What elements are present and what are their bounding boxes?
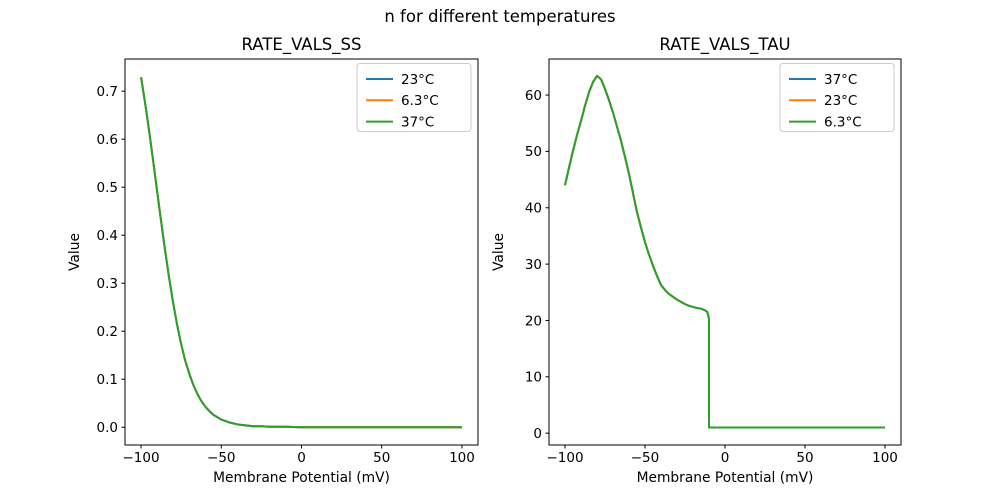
rate-vals-tau-x-tick-label: −50 bbox=[631, 450, 660, 466]
rate-vals-ss-x-tick-label: −50 bbox=[207, 450, 236, 466]
rate-vals-ss-y-tick-label: 0.5 bbox=[97, 180, 118, 196]
rate-vals-tau-legend-label: 23°C bbox=[824, 93, 857, 109]
rate-vals-tau-x-tick-label: 100 bbox=[872, 450, 898, 466]
rate-vals-tau-title: RATE_VALS_TAU bbox=[659, 35, 790, 55]
rate-vals-tau-line-6.3cc bbox=[564, 74, 885, 429]
rate-vals-tau-y-tick-label: 30 bbox=[525, 257, 542, 273]
rate-vals-ss-line-37cc bbox=[140, 77, 462, 429]
rate-vals-tau-y-tick-label: 40 bbox=[525, 201, 542, 217]
rate-vals-ss-y-tick-label: 0.3 bbox=[97, 276, 118, 292]
rate-vals-ss-legend-box bbox=[356, 63, 472, 132]
rate-vals-tau-legend: 37°C 23°C 6.3°C bbox=[779, 63, 895, 132]
rate-vals-tau-y-tick-label: 50 bbox=[525, 144, 542, 160]
rate-vals-ss-legend: 23°C 6.3°C 37°C bbox=[356, 63, 472, 132]
rate-vals-tau-xaxis-label: Membrane Potential (mV) bbox=[637, 470, 814, 486]
rate-vals-tau-legend-box bbox=[779, 63, 895, 132]
rate-vals-ss-y-tick-label: 0.6 bbox=[97, 132, 118, 148]
rate-vals-ss-legend-label: 6.3°C bbox=[401, 93, 439, 109]
rate-vals-ss-y-tick-label: 0.0 bbox=[97, 420, 118, 436]
rate-vals-tau-y-tick-label: 60 bbox=[525, 88, 542, 104]
rate-vals-ss-y-tick-label: 0.2 bbox=[97, 324, 118, 340]
rate-vals-tau-y-tick-label: 0 bbox=[533, 426, 542, 442]
rate-vals-ss-x-tick-label: 50 bbox=[373, 450, 390, 466]
rate-vals-tau-legend-label: 37°C bbox=[824, 72, 857, 88]
rate-vals-tau-yaxis-label: Value bbox=[491, 233, 507, 271]
rate-vals-ss-yaxis-label: Value bbox=[67, 233, 83, 271]
rate-vals-ss-y-tick-label: 0.4 bbox=[97, 228, 118, 244]
rate-vals-ss-y-tick-label: 0.1 bbox=[97, 372, 118, 388]
rate-vals-tau-x-tick-label: −100 bbox=[546, 450, 583, 466]
rate-vals-ss-title: RATE_VALS_SS bbox=[242, 35, 362, 55]
rate-vals-tau-y-tick-label: 20 bbox=[525, 313, 542, 329]
rate-vals-ss-x-tick-label: 0 bbox=[297, 450, 306, 466]
rate-vals-tau-y-tick-label: 10 bbox=[525, 370, 542, 386]
rate-vals-ss-x-tick-label: 100 bbox=[449, 450, 475, 466]
rate-vals-tau-x-tick-label: 0 bbox=[721, 450, 730, 466]
rate-vals-ss-xaxis-label: Membrane Potential (mV) bbox=[213, 470, 390, 486]
rate-vals-tau-legend-label: 6.3°C bbox=[824, 114, 862, 130]
rate-vals-ss-legend-label: 37°C bbox=[401, 114, 434, 130]
figure-suptitle: n for different temperatures bbox=[384, 7, 616, 26]
rate-vals-ss-x-tick-label: −100 bbox=[122, 450, 159, 466]
rate-vals-ss-legend-label: 23°C bbox=[401, 72, 434, 88]
rate-vals-tau-x-tick-label: 50 bbox=[796, 450, 813, 466]
rate-vals-ss-y-tick-label: 0.7 bbox=[97, 84, 118, 100]
